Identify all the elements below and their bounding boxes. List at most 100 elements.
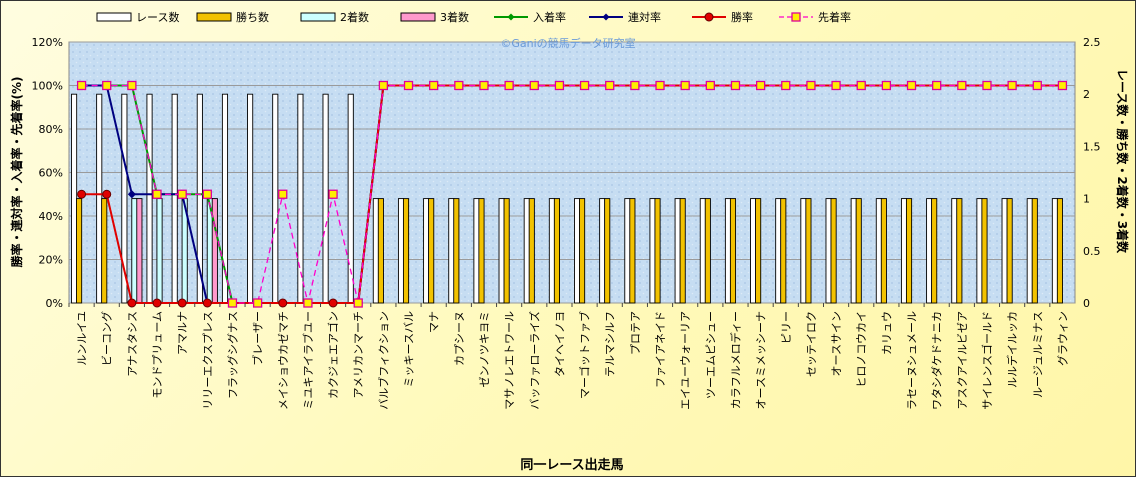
x-tick-label: ゼンノツキヨミ bbox=[478, 311, 491, 387]
bar-1-37 bbox=[1006, 198, 1013, 304]
point-3-10 bbox=[328, 189, 338, 199]
x-tick-label: ブレーザー bbox=[251, 311, 265, 366]
legend-swatch-3 bbox=[400, 12, 436, 22]
legend-swatch-0 bbox=[96, 12, 132, 22]
point-3-27 bbox=[755, 80, 766, 91]
x-tick-label: エイユーウォーリア bbox=[679, 311, 692, 410]
y-right-tick-label: 0 bbox=[1083, 297, 1090, 310]
bar-1-35 bbox=[956, 198, 963, 304]
y-right-tick-label: 1.5 bbox=[1083, 140, 1101, 153]
point-3-24 bbox=[680, 80, 690, 91]
x-tick-label: カラフルメロディー bbox=[728, 311, 742, 409]
bar-1-22 bbox=[629, 198, 636, 304]
bar-1-31 bbox=[855, 198, 862, 304]
bar-0-39 bbox=[1051, 198, 1058, 304]
point-3-18 bbox=[529, 80, 539, 91]
bar-0-35 bbox=[951, 198, 958, 304]
legend-swatch-2 bbox=[300, 12, 336, 22]
point-3-35 bbox=[957, 80, 967, 91]
point-3-13 bbox=[403, 80, 414, 91]
point-3-17 bbox=[504, 80, 514, 91]
point-3-16 bbox=[479, 80, 489, 91]
bar-0-7 bbox=[247, 93, 254, 304]
point-3-0 bbox=[76, 80, 87, 91]
bar-0-33 bbox=[900, 198, 908, 304]
bar-1-39 bbox=[1056, 198, 1063, 304]
point-3-21 bbox=[605, 80, 615, 91]
bar-0-24 bbox=[674, 198, 681, 304]
bar-0-28 bbox=[775, 198, 782, 304]
bar-1-17 bbox=[503, 198, 510, 304]
point-3-36 bbox=[982, 80, 992, 91]
bar-0-9 bbox=[297, 93, 304, 304]
bar-0-30 bbox=[825, 198, 832, 304]
point-2-0 bbox=[77, 189, 87, 199]
x-tick-label: ワタシダケドナニカ bbox=[930, 311, 944, 410]
x-tick-label: オースサイン bbox=[830, 311, 843, 376]
bar-1-21 bbox=[604, 198, 611, 304]
bar-0-10 bbox=[322, 93, 329, 304]
bar-1-1 bbox=[101, 198, 108, 304]
x-tick-label: アメリカンマーチ bbox=[352, 311, 365, 398]
bar-0-36 bbox=[976, 198, 983, 304]
x-tick-label: マナ bbox=[428, 311, 441, 333]
bar-3-5 bbox=[211, 198, 218, 304]
x-tick-label: ビーコング bbox=[100, 311, 114, 366]
bar-1-34 bbox=[931, 198, 938, 304]
point-3-2 bbox=[127, 80, 137, 91]
bar-1-24 bbox=[679, 198, 686, 304]
bar-0-21 bbox=[599, 198, 606, 304]
bar-0-18 bbox=[523, 198, 530, 304]
watermark: ©Ganiの競馬データ研究室 bbox=[500, 36, 635, 50]
point-3-37 bbox=[1007, 80, 1017, 91]
y-right-tick-label: 0.5 bbox=[1083, 245, 1101, 258]
x-tick-label: メイショウカゼマチ bbox=[277, 311, 290, 410]
y-left-tick-label: 20% bbox=[39, 254, 63, 267]
point-2-8 bbox=[278, 298, 288, 308]
point-2-2 bbox=[127, 298, 137, 308]
x-tick-label: オースミメッシーナ bbox=[755, 311, 768, 409]
bar-1-18 bbox=[528, 198, 535, 304]
point-3-33 bbox=[906, 80, 917, 91]
x-tick-label: マーゴットファブ bbox=[578, 311, 592, 399]
point-2-1 bbox=[102, 189, 112, 199]
bar-0-32 bbox=[875, 198, 882, 304]
point-2-10 bbox=[328, 298, 338, 308]
bar-1-27 bbox=[755, 198, 762, 304]
bar-0-37 bbox=[1001, 198, 1008, 304]
point-3-1 bbox=[102, 80, 112, 91]
bar-2-3 bbox=[156, 198, 163, 304]
y-left-tick-label: 60% bbox=[39, 167, 63, 180]
bar-1-29 bbox=[805, 198, 812, 304]
legend-label-1: 勝ち数 bbox=[236, 10, 269, 24]
bar-0-29 bbox=[800, 198, 807, 304]
point-3-34 bbox=[932, 80, 942, 91]
bar-1-19 bbox=[553, 198, 560, 304]
x-tick-label: サイレンスゴールド bbox=[980, 311, 994, 410]
legend-swatch-1 bbox=[196, 12, 232, 22]
legend-label-4: 入着率 bbox=[533, 10, 566, 24]
bar-0-31 bbox=[850, 198, 857, 304]
point-3-30 bbox=[831, 80, 841, 91]
bar-1-14 bbox=[428, 198, 435, 304]
point-2-3 bbox=[152, 298, 162, 308]
point-2-4 bbox=[177, 298, 187, 308]
point-3-26 bbox=[730, 80, 741, 91]
point-2-5 bbox=[202, 298, 212, 308]
bar-3-2 bbox=[136, 198, 143, 304]
point-3-9 bbox=[303, 298, 313, 308]
point-3-14 bbox=[429, 80, 439, 91]
y-left-tick-label: 40% bbox=[39, 210, 63, 223]
bar-1-26 bbox=[729, 198, 737, 304]
bar-0-15 bbox=[448, 198, 455, 304]
bar-1-23 bbox=[654, 198, 661, 304]
legend-label-0: レース数 bbox=[136, 11, 179, 24]
x-tick-label: ルージュルミナス bbox=[1031, 311, 1044, 398]
x-tick-label: グラウィン bbox=[1055, 311, 1069, 366]
x-tick-label: モンドプリューム bbox=[151, 311, 164, 399]
x-tick-label: フラッグシグナス bbox=[225, 311, 239, 399]
y-right-tick-label: 1 bbox=[1083, 193, 1090, 206]
x-tick-label: カクジェエアゴン bbox=[326, 311, 340, 399]
x-tick-label: プロテア bbox=[629, 311, 642, 355]
bar-0-20 bbox=[574, 198, 581, 304]
